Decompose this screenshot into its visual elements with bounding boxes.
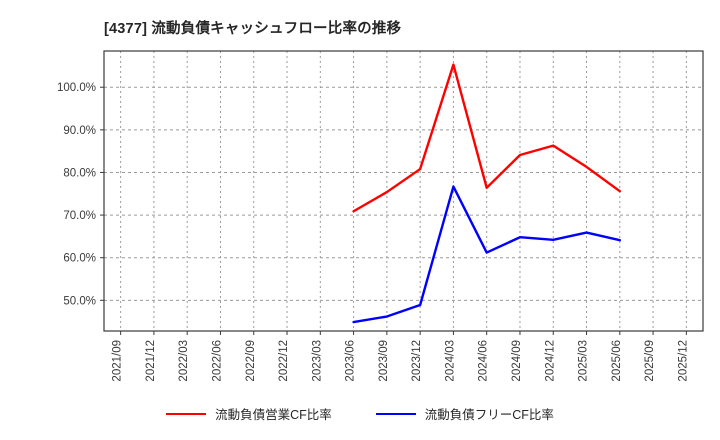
- chart-legend: 流動負債営業CF比率 流動負債フリーCF比率: [0, 404, 720, 423]
- x-axis-tick-label: 2023/06: [345, 340, 357, 382]
- series-line-free-cf: [352, 185, 622, 324]
- y-axis-tick-label: 80.0%: [63, 167, 96, 179]
- legend-color-swatch-icon: [375, 412, 416, 415]
- x-axis-tick-label: 2025/06: [611, 340, 623, 382]
- x-axis-tick-label: 2021/12: [145, 340, 157, 382]
- y-axis-labels: 50.0% 60.0% 70.0% 80.0% 90.0% 100.0%: [57, 82, 96, 307]
- axis-tickmarks: [100, 86, 687, 335]
- y-axis-tick-label: 60.0%: [63, 253, 96, 265]
- legend-color-swatch-icon: [166, 412, 207, 415]
- x-axis-tick-label: 2024/12: [544, 340, 556, 382]
- gridlines: [104, 51, 703, 331]
- y-axis-tick-label: 70.0%: [63, 210, 96, 222]
- legend-item[interactable]: 流動負債営業CF比率: [166, 404, 332, 423]
- legend-item-label: 流動負債営業CF比率: [215, 408, 332, 422]
- x-axis-tick-label: 2025/03: [578, 340, 590, 382]
- legend-item[interactable]: 流動負債フリーCF比率: [375, 404, 554, 423]
- x-axis-tick-label: 2025/09: [644, 340, 656, 382]
- y-axis-tick-label: 90.0%: [63, 125, 96, 137]
- page-title: [4377] 流動負債キャッシュフロー比率の推移: [104, 21, 402, 37]
- y-axis-tick-label: 100.0%: [57, 82, 96, 94]
- x-axis-tick-label: 2023/12: [411, 340, 423, 382]
- x-axis-tick-label: 2023/09: [378, 340, 390, 382]
- x-axis-tick-label: 2022/12: [278, 340, 290, 382]
- x-axis-tick-label: 2022/09: [245, 340, 257, 382]
- x-axis-tick-label: 2021/09: [112, 340, 124, 382]
- x-axis-tick-label: 2022/06: [211, 340, 223, 382]
- x-axis-tick-label: 2025/12: [677, 340, 689, 382]
- x-axis-tick-label: 2024/03: [444, 340, 456, 382]
- series-line-operating-cf: [352, 63, 622, 213]
- y-axis-tick-label: 50.0%: [63, 295, 96, 307]
- data-series-layer: [352, 63, 622, 324]
- x-axis-tick-label: 2024/09: [511, 340, 523, 382]
- x-axis-labels: 2021/09 2021/12 2022/03 2022/06 2022/09 2022/…: [112, 340, 690, 382]
- axis-frame: [103, 50, 704, 332]
- x-axis-tick-label: 2022/03: [178, 340, 190, 382]
- legend-item-label: 流動負債フリーCF比率: [424, 408, 554, 422]
- x-axis-tick-label: 2024/06: [478, 340, 490, 382]
- x-axis-tick-label: 2023/03: [311, 340, 323, 382]
